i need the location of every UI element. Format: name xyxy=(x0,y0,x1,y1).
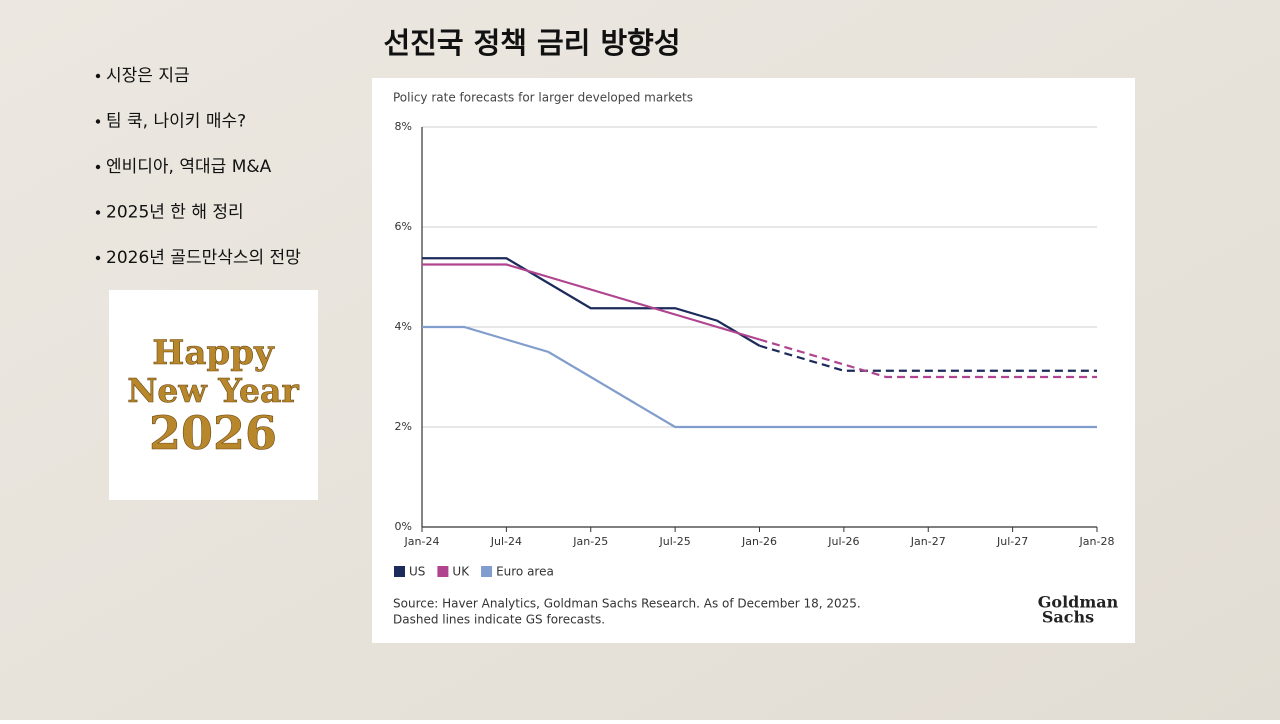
image-text: 2026 xyxy=(149,406,277,460)
bullet-dot xyxy=(95,210,101,215)
logo: Goldman xyxy=(1038,593,1119,612)
y-tick-label: 4% xyxy=(395,320,412,333)
series-line xyxy=(422,257,761,347)
forecast-line xyxy=(759,338,1097,379)
legend-swatch xyxy=(437,566,449,577)
bullet-dot xyxy=(95,119,101,124)
x-tick-label: Jul-27 xyxy=(996,535,1028,548)
y-tick-label: 8% xyxy=(395,120,412,133)
image-text: New Year xyxy=(127,371,299,410)
y-tick-label: 0% xyxy=(395,520,412,533)
y-tick-label: 6% xyxy=(395,220,412,233)
x-tick-label: Jan-25 xyxy=(572,535,608,548)
legend-swatch xyxy=(394,566,405,577)
x-tick-label: Jan-27 xyxy=(910,535,946,548)
x-tick-label: Jan-26 xyxy=(741,535,777,548)
forecast-line xyxy=(759,344,1097,372)
note: Dashed lines indicate GS forecasts. xyxy=(393,613,605,627)
bullet-text: 2025년 한 해 정리 xyxy=(106,203,244,223)
bullet-dot xyxy=(95,164,101,170)
x-tick-label: Jan-28 xyxy=(1079,535,1115,548)
legend-label: UK xyxy=(452,565,470,579)
bullet-text: 엔비디아, 역대급 M&A xyxy=(106,157,272,177)
series-line xyxy=(422,325,1097,429)
bullet-dot xyxy=(95,255,101,261)
bullet-text: 2026년 골드만삭스의 전망 xyxy=(106,248,301,268)
bullet-dot xyxy=(95,73,101,79)
logo: Sachs xyxy=(1042,608,1094,627)
chart-panel xyxy=(372,78,1135,643)
x-tick-label: Jul-24 xyxy=(490,535,522,548)
series-line xyxy=(422,263,760,341)
legend-swatch xyxy=(481,566,493,577)
bullet-text: 팀 쿡, 나이키 매수? xyxy=(106,112,246,132)
x-tick-label: Jan-24 xyxy=(404,535,440,548)
image-text: Happy xyxy=(152,333,275,373)
slide-title: 선진국 정책 금리 방향성 xyxy=(383,26,680,60)
image-frame xyxy=(109,290,318,500)
x-tick-label: Jul-25 xyxy=(659,535,691,548)
y-tick-label: 2% xyxy=(395,420,412,433)
chart-title: Policy rate forecasts for larger develop… xyxy=(393,91,693,105)
legend-label: US xyxy=(409,565,425,579)
legend-label: Euro area xyxy=(496,565,554,579)
bullet-text: 시장은 지금 xyxy=(106,66,190,86)
bullet-list: 시장은 지금팀 쿡, 나이키 매수? 엔비디아, 역대급 M&A 2025년 한 해… xyxy=(95,66,301,268)
source: Source: Haver Analytics, Goldman Sachs R… xyxy=(393,597,861,611)
x-tick-label: Jul-26 xyxy=(827,535,859,548)
